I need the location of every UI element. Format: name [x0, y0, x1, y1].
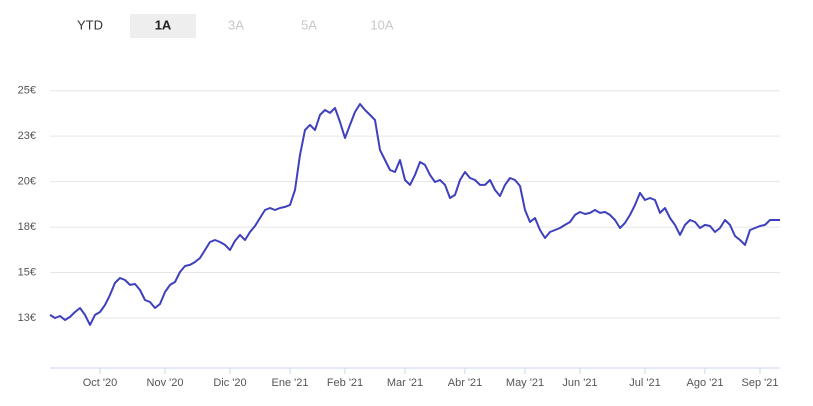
x-tick-label: Ene '21 [272, 377, 309, 389]
tab-selected-bg [130, 14, 196, 38]
x-tick-label: Jul '21 [629, 377, 660, 389]
price-line [49, 103, 780, 326]
y-tick-label: 20€ [18, 176, 36, 188]
x-tick-label: Dic '20 [213, 377, 246, 389]
x-tick-label: May '21 [506, 377, 544, 389]
y-tick-label: 18€ [18, 221, 36, 233]
tab[interactable]: 3A [228, 17, 244, 32]
x-tick-label: Mar '21 [387, 377, 423, 389]
x-tick-label: Nov '20 [147, 377, 184, 389]
x-tick-label: Jun '21 [562, 377, 597, 389]
range-tabs: YTD 1A 3A 5A 10A [77, 14, 394, 38]
y-tick-label: 23€ [18, 130, 36, 142]
tab[interactable]: YTD [77, 17, 103, 32]
x-tick-label: Ago '21 [687, 377, 724, 389]
y-tick-label: 25€ [18, 85, 36, 97]
x-tick-label: Oct '20 [83, 377, 118, 389]
tab[interactable]: 5A [301, 17, 317, 32]
y-tick-label: 15€ [18, 266, 36, 278]
x-tick-label: Abr '21 [448, 377, 483, 389]
tab[interactable]: 1A [155, 17, 172, 32]
x-tick-label: Feb '21 [327, 377, 363, 389]
x-tick-label: Sep '21 [742, 377, 779, 389]
tab[interactable]: 10A [370, 17, 393, 32]
y-tick-label: 13€ [18, 312, 36, 324]
